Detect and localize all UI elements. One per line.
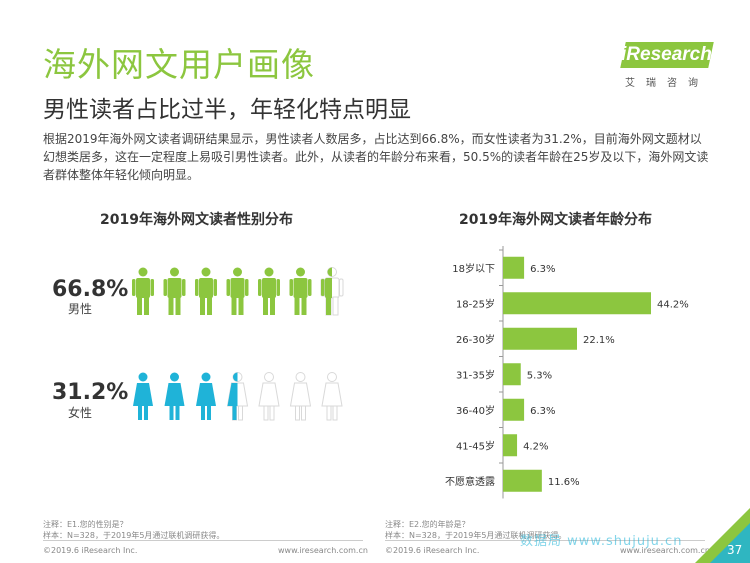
footer-divider-left xyxy=(43,540,363,541)
male-person-icon xyxy=(320,267,344,316)
age-value-label: 4.2% xyxy=(523,441,548,452)
logo-subtitle: 艾瑞咨询 xyxy=(625,78,709,89)
age-value-label: 6.3% xyxy=(530,406,555,417)
footer-note-right: 注释：E2.您的年龄是？ xyxy=(385,520,470,529)
male-percentage: 66.8% xyxy=(52,277,129,302)
gender-chart-title: 2019年海外网文读者性别分布 xyxy=(100,212,293,228)
age-bar xyxy=(503,363,521,386)
age-bar xyxy=(503,256,525,279)
footer-copyright-left: ©2019.6 iResearch Inc. xyxy=(43,546,138,555)
age-category-label: 18岁以下 xyxy=(452,262,495,275)
footer-copyright-right: ©2019.6 iResearch Inc. xyxy=(385,546,480,555)
age-category-label: 31-35岁 xyxy=(456,368,495,381)
age-bar xyxy=(503,327,577,350)
age-chart-title: 2019年海外网文读者年龄分布 xyxy=(459,212,652,228)
description-paragraph: 根据2019年海外网文读者调研结果显示，男性读者人数居多，占比达到66.8%，而… xyxy=(43,132,709,182)
female-percentage: 31.2% xyxy=(52,380,129,405)
watermark: 数据局 www.shujuju.cn xyxy=(520,534,683,549)
male-label: 男性 xyxy=(68,302,93,316)
male-person-icon xyxy=(226,267,249,315)
age-bar xyxy=(503,434,518,457)
female-person-icon xyxy=(258,372,280,421)
age-value-label: 11.6% xyxy=(548,477,580,488)
female-person-icon xyxy=(289,372,312,421)
female-person-icon xyxy=(226,372,249,421)
male-pictogram xyxy=(132,267,344,316)
age-bar xyxy=(503,292,651,315)
female-pictogram xyxy=(133,372,343,421)
age-bar xyxy=(503,398,525,421)
female-person-icon xyxy=(133,372,153,420)
logo-text: iResearch xyxy=(621,44,712,65)
age-value-label: 22.1% xyxy=(583,335,615,346)
male-person-icon xyxy=(163,267,186,315)
male-person-icon xyxy=(289,267,312,315)
page-subtitle: 男性读者占比过半，年轻化特点明显 xyxy=(43,97,411,123)
footer-divider-right xyxy=(385,540,705,541)
female-person-icon xyxy=(164,372,185,420)
age-category-label: 18-25岁 xyxy=(456,297,495,310)
age-value-label: 44.2% xyxy=(657,299,689,310)
age-category-label: 41-45岁 xyxy=(456,439,495,452)
age-bar xyxy=(503,469,542,492)
female-label: 女性 xyxy=(68,406,93,420)
footer-sample-left: 样本：N=328，于2019年5月通过联机调研获得。 xyxy=(43,531,225,540)
female-person-icon xyxy=(196,372,216,420)
age-category-label: 36-40岁 xyxy=(456,404,495,417)
age-category-label: 不愿意透露 xyxy=(445,475,495,488)
footer-url-left: www.iresearch.com.cn xyxy=(278,546,368,555)
iresearch-logo: iResearch 艾瑞咨询 xyxy=(617,42,717,94)
male-person-icon xyxy=(195,267,217,315)
footer-sample-right: 样本：N=328，于2019年5月通过联机调研获得。 xyxy=(385,531,567,540)
male-person-icon xyxy=(132,267,154,315)
corner-decoration-accent xyxy=(710,523,750,563)
female-person-icon xyxy=(321,372,343,421)
age-category-label: 26-30岁 xyxy=(456,333,495,346)
footer-url-right: www.iresearch.com.cn xyxy=(620,546,710,555)
page-title: 海外网文用户画像 xyxy=(43,45,315,84)
age-value-label: 5.3% xyxy=(527,370,552,381)
page-number: 37 xyxy=(727,543,743,557)
footer-note-left: 注释：E1.您的性别是？ xyxy=(43,520,128,529)
age-bar-chart: 18岁以下 6.3% 18-25岁 44.2% 26-30岁 22.1% 31-35岁 5.3… xyxy=(445,246,689,499)
age-value-label: 6.3% xyxy=(530,264,555,275)
male-person-icon xyxy=(258,267,280,315)
